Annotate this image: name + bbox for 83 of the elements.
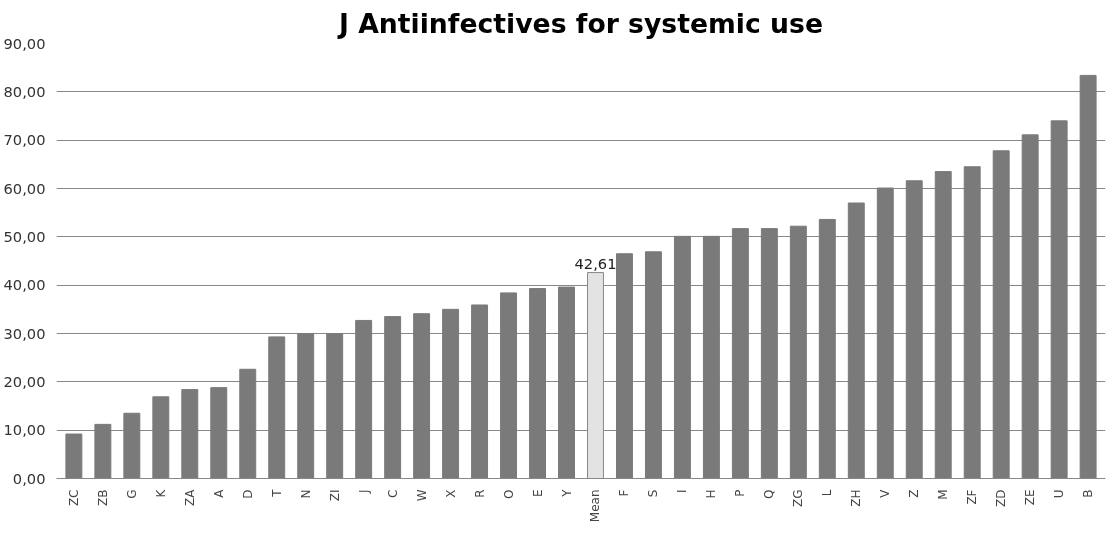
- x-tick-label: F: [617, 489, 632, 497]
- x-tick-label: J: [356, 489, 371, 495]
- bar: [239, 368, 257, 479]
- bar: [847, 202, 865, 479]
- y-tick-label: 90,00: [3, 34, 46, 52]
- bar: [123, 412, 141, 479]
- bar: [413, 313, 431, 479]
- bar: [1079, 74, 1097, 479]
- chart-title: J Antiinfectives for systemic use: [337, 7, 823, 39]
- bar: [355, 319, 373, 479]
- bar: [1050, 120, 1068, 479]
- bar: [181, 389, 199, 479]
- x-tick-label: ZF: [965, 489, 980, 505]
- x-tick-label: I: [675, 489, 690, 494]
- bar: [384, 316, 402, 479]
- x-tick-label: H: [704, 489, 719, 499]
- y-tick-label: 40,00: [3, 276, 46, 294]
- bar: [934, 171, 952, 479]
- bar: [1021, 134, 1039, 479]
- x-tick-label: A: [211, 488, 226, 498]
- bar: [268, 336, 286, 479]
- bar: [963, 166, 981, 479]
- bar: [210, 387, 228, 479]
- x-tick-label: Q: [762, 489, 777, 499]
- bar: [471, 304, 489, 479]
- bar: [442, 308, 460, 479]
- y-tick-label: 70,00: [3, 131, 46, 149]
- bar: [992, 150, 1010, 479]
- bar: [297, 333, 315, 479]
- bar: [529, 288, 546, 479]
- x-tick-label: Z: [907, 489, 922, 498]
- bar: [65, 433, 83, 479]
- x-tick-label: K: [153, 488, 168, 498]
- x-tick-label: ZC: [66, 489, 81, 507]
- bar: [818, 218, 836, 479]
- bar: [673, 235, 691, 479]
- bar: [500, 292, 518, 479]
- x-tick-label: U: [1052, 489, 1067, 499]
- x-tick-label: N: [298, 489, 313, 499]
- x-tick-label: ZB: [95, 489, 110, 506]
- x-tick-label: ZH: [849, 489, 864, 507]
- bar: [905, 180, 923, 479]
- bar: [94, 423, 112, 479]
- bar: [644, 251, 662, 479]
- bar: [558, 286, 575, 479]
- y-tick-label: 80,00: [3, 82, 46, 100]
- x-tick-label: T: [269, 488, 284, 498]
- bar: [702, 235, 720, 479]
- data-label: 42,61: [574, 254, 617, 272]
- bar: [789, 225, 807, 479]
- x-tick-label: R: [472, 489, 487, 498]
- x-tick-label: X: [443, 489, 458, 498]
- x-tick-label: Mean: [588, 489, 603, 523]
- x-tick-label: ZE: [1023, 489, 1038, 506]
- x-tick-label: ZI: [327, 489, 342, 502]
- x-tick-label: C: [385, 489, 400, 498]
- x-tick-label: ZD: [994, 489, 1009, 507]
- y-tick-label: 30,00: [3, 324, 46, 342]
- bar: [152, 396, 170, 479]
- x-tick-label: S: [646, 489, 661, 498]
- bar: [731, 228, 749, 479]
- x-tick-label: B: [1081, 489, 1096, 498]
- y-tick-label: 60,00: [3, 179, 46, 197]
- x-tick-label: ZG: [791, 489, 806, 508]
- y-tick-label: 50,00: [3, 227, 46, 245]
- x-tick-label: D: [240, 489, 255, 499]
- y-tick-label: 20,00: [3, 372, 46, 390]
- y-tick-label: 10,00: [3, 421, 46, 439]
- x-tick-label: P: [733, 489, 748, 497]
- x-tick-label: E: [530, 489, 545, 498]
- x-tick-label: L: [820, 489, 835, 497]
- x-tick-label: V: [878, 488, 893, 498]
- bar: [326, 333, 344, 479]
- bar: [876, 187, 894, 479]
- x-tick-label: Y: [559, 488, 574, 498]
- x-tick-label: G: [124, 489, 139, 499]
- x-tick-label: M: [936, 489, 951, 500]
- x-tick-label: ZA: [182, 488, 197, 506]
- bar: [616, 253, 633, 479]
- x-tick-label: O: [501, 489, 516, 499]
- x-tick-label: W: [414, 489, 429, 502]
- bar: [760, 228, 778, 479]
- y-tick-label: 0,00: [12, 469, 46, 487]
